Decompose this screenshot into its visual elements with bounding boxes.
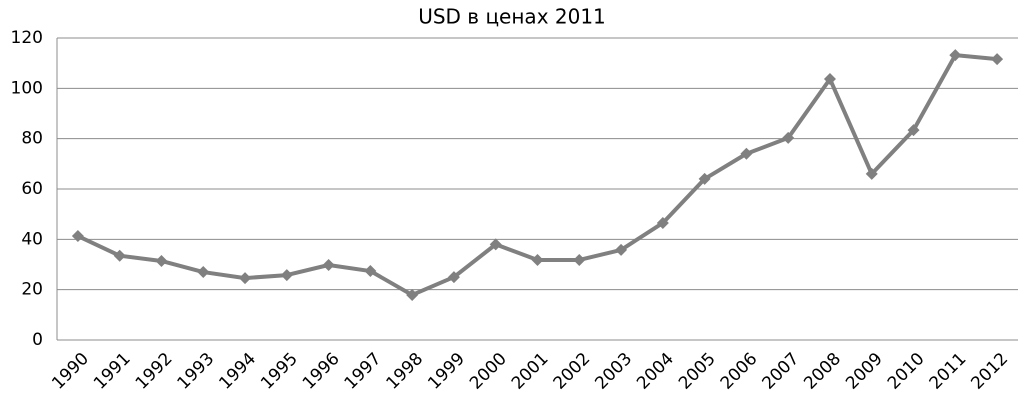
marker xyxy=(991,53,1004,66)
x-tick-label: 1991 xyxy=(90,349,135,394)
y-tick-label: 20 xyxy=(21,280,43,300)
y-tick-label: 40 xyxy=(21,229,43,249)
marker xyxy=(197,266,210,279)
x-tick-label: 2006 xyxy=(717,349,762,394)
chart-title: USD в ценах 2011 xyxy=(418,5,606,29)
marker xyxy=(364,265,377,278)
marker xyxy=(698,172,711,185)
x-tick-label: 1997 xyxy=(341,349,386,394)
marker xyxy=(155,254,168,267)
x-tick-label: 1996 xyxy=(299,349,344,394)
x-tick-label: 2004 xyxy=(633,349,678,394)
x-tick-label: 2011 xyxy=(926,349,971,394)
marker xyxy=(656,216,669,229)
marker xyxy=(447,271,460,284)
x-tick-label: 2005 xyxy=(675,349,720,394)
x-tick-label: 1990 xyxy=(48,349,93,394)
marker xyxy=(406,288,419,301)
marker xyxy=(740,147,753,160)
x-tick-label: 2009 xyxy=(842,349,887,394)
x-tick-label: 1995 xyxy=(257,349,302,394)
x-tick-label: 2010 xyxy=(884,349,929,394)
marker xyxy=(322,259,335,272)
x-tick-label: 2001 xyxy=(508,349,553,394)
marker xyxy=(949,49,962,62)
y-tick-label: 120 xyxy=(11,28,43,48)
x-tick-label: 2008 xyxy=(800,349,845,394)
x-tick-label: 1998 xyxy=(382,349,427,394)
y-tick-label: 60 xyxy=(21,179,43,199)
marker xyxy=(489,238,502,251)
marker xyxy=(113,249,126,262)
x-tick-label: 2002 xyxy=(550,349,595,394)
y-tick-label: 80 xyxy=(21,129,43,149)
y-tick-label: 0 xyxy=(32,330,43,350)
marker xyxy=(782,131,795,144)
x-tick-label: 2012 xyxy=(967,349,1012,394)
x-tick-label: 1992 xyxy=(132,349,177,394)
marker xyxy=(239,272,252,285)
marker xyxy=(280,269,293,282)
x-tick-label: 1993 xyxy=(174,349,219,394)
marker xyxy=(573,253,586,266)
marker xyxy=(531,253,544,266)
x-tick-label: 2007 xyxy=(759,349,804,394)
x-tick-label: 2003 xyxy=(591,349,636,394)
y-tick-label: 100 xyxy=(11,78,43,98)
marker xyxy=(907,124,920,137)
marker xyxy=(615,243,628,256)
marker xyxy=(823,73,836,86)
x-tick-label: 1994 xyxy=(215,349,260,394)
x-tick-label: 1999 xyxy=(424,349,469,394)
marker xyxy=(71,230,84,243)
x-tick-label: 2000 xyxy=(466,349,511,394)
marker xyxy=(865,167,878,180)
